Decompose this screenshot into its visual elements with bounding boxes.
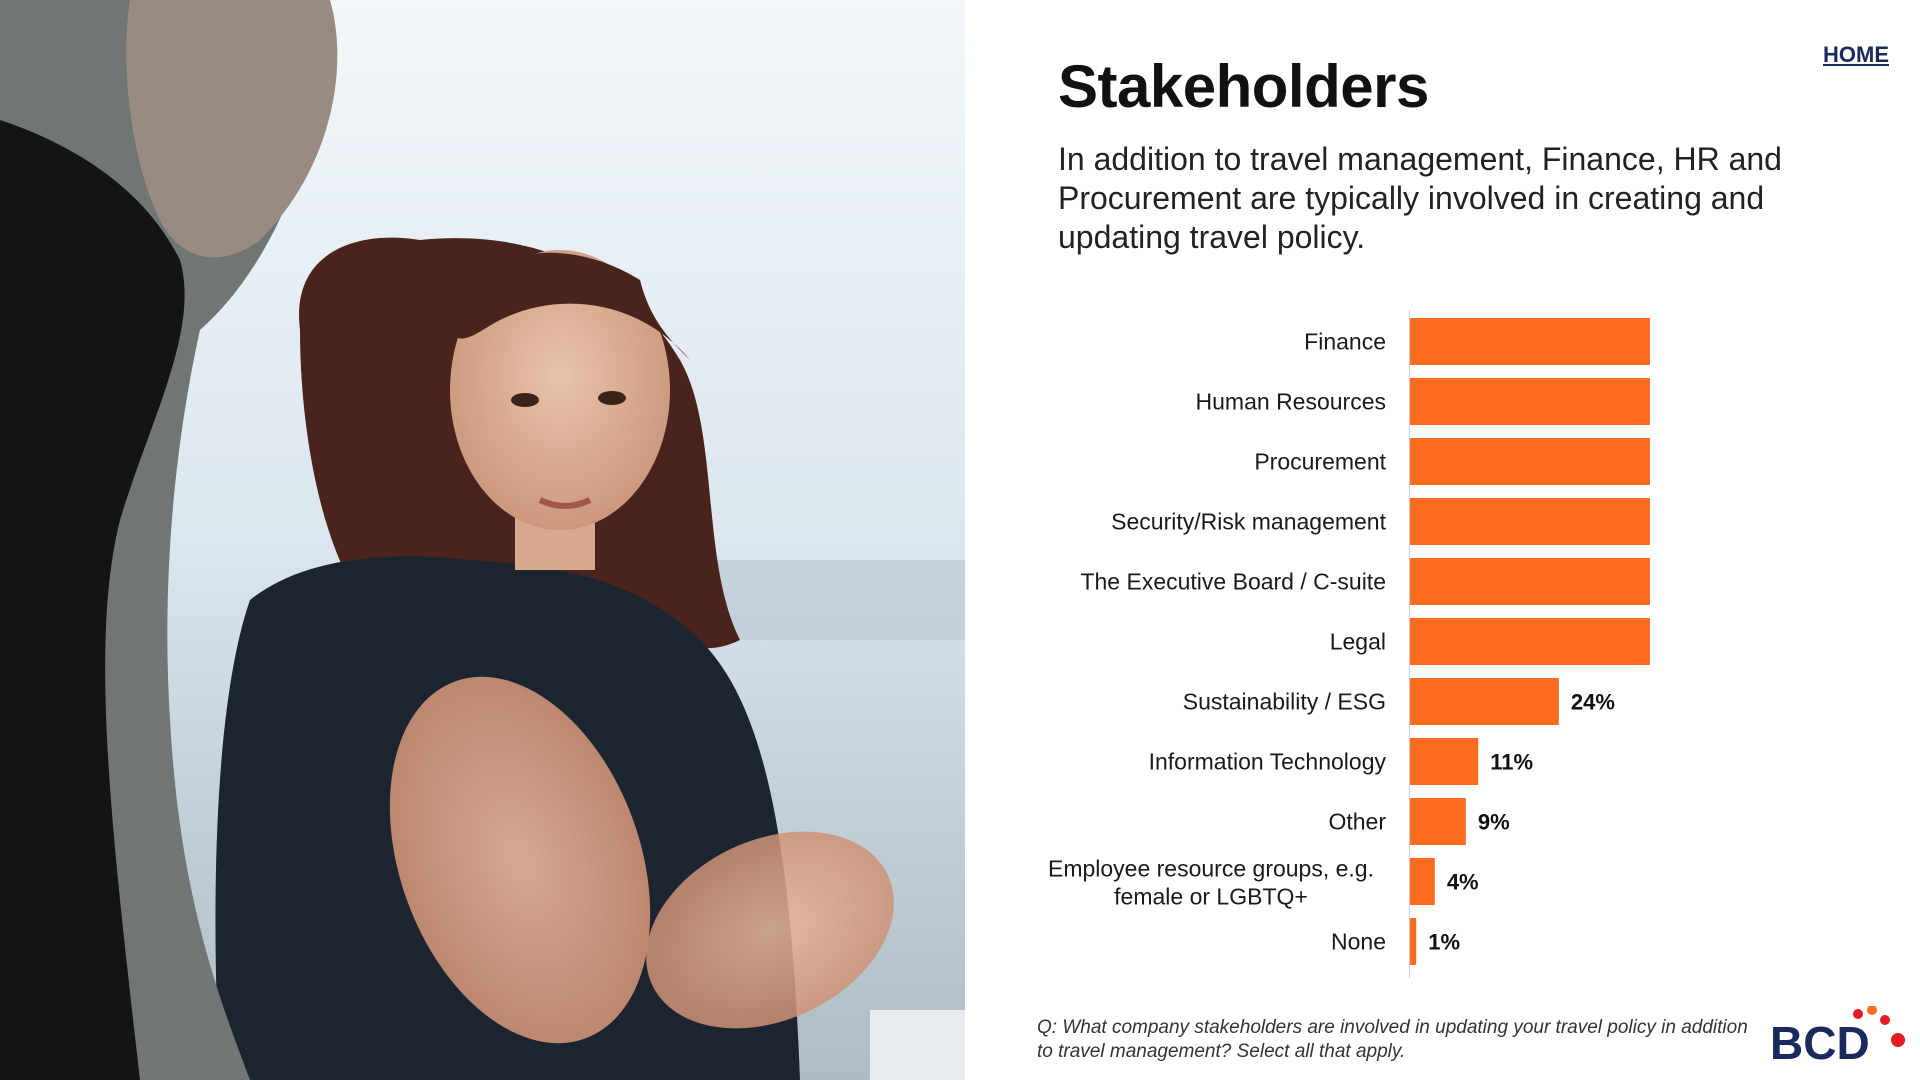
logo-dot xyxy=(1880,1015,1890,1025)
category-label: Finance xyxy=(1304,329,1386,355)
bar xyxy=(1410,378,1650,425)
category-label: Other xyxy=(1328,809,1386,835)
category-label: Human Resources xyxy=(1196,389,1386,415)
stakeholders-bar-chart: 64%Finance63%Human Resources56%Procureme… xyxy=(1048,310,1650,978)
category-label: Employee resource groups, e.g. female or … xyxy=(1048,856,1374,910)
bar xyxy=(1410,318,1650,365)
category-label: Sustainability / ESG xyxy=(1183,689,1386,715)
bar-value-label: 1% xyxy=(1428,930,1460,955)
bar xyxy=(1410,678,1559,725)
bar-value-label: 11% xyxy=(1490,750,1533,775)
logo-dot xyxy=(1867,1006,1877,1015)
bar xyxy=(1410,858,1435,905)
home-link[interactable]: HOME xyxy=(1823,42,1889,67)
survey-question-footnote: Q: What company stakeholders are involve… xyxy=(1037,1017,1748,1062)
category-label-line: female or LGBTQ+ xyxy=(1114,884,1308,910)
category-label-line: Employee resource groups, e.g. xyxy=(1048,856,1374,882)
hero-photo xyxy=(0,0,965,1080)
logo-dot xyxy=(1853,1009,1863,1019)
page-subtitle: In addition to travel management, Financ… xyxy=(1058,141,1782,255)
bar xyxy=(1410,918,1417,965)
bar xyxy=(1410,558,1650,605)
category-label: Information Technology xyxy=(1149,749,1387,775)
bar xyxy=(1410,738,1479,785)
bcd-logo: BCD xyxy=(1770,1006,1905,1066)
bar xyxy=(1410,618,1650,665)
meeting-photo-illustration xyxy=(0,0,965,1080)
bar-value-label: 24% xyxy=(1571,690,1615,715)
category-label: Legal xyxy=(1330,629,1386,655)
bar-value-label: 9% xyxy=(1478,810,1510,835)
category-label: Procurement xyxy=(1254,449,1386,475)
category-label: Security/Risk management xyxy=(1111,509,1386,535)
category-label: None xyxy=(1331,929,1386,955)
bar xyxy=(1410,498,1650,545)
bar xyxy=(1410,438,1650,485)
logo-text: BCD xyxy=(1770,1017,1870,1066)
bar xyxy=(1410,798,1466,845)
category-label: The Executive Board / C-suite xyxy=(1080,569,1386,595)
bar-value-label: 4% xyxy=(1447,870,1479,895)
page-title: Stakeholders xyxy=(1058,53,1429,120)
logo-dot xyxy=(1891,1033,1905,1047)
